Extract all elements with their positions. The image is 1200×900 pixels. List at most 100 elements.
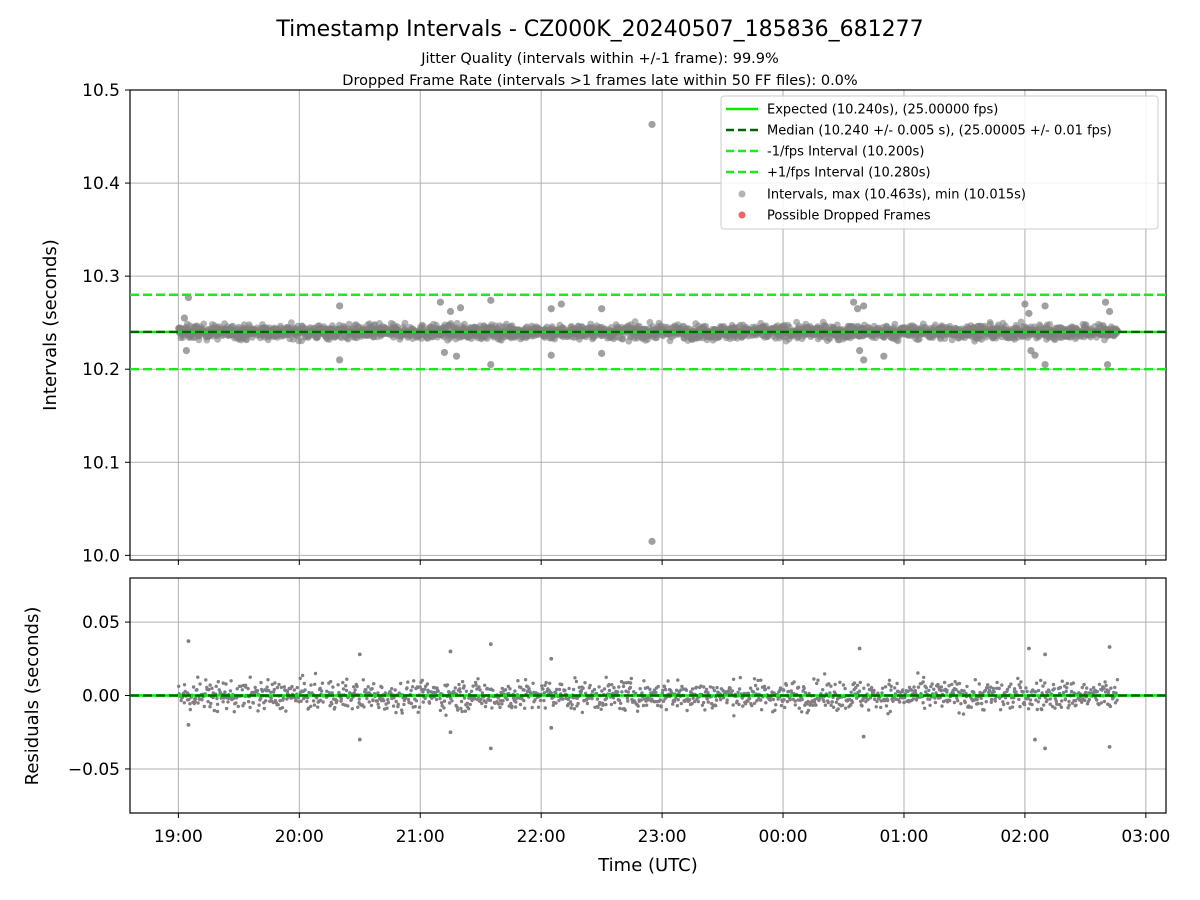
residual-point — [1063, 697, 1068, 701]
residual-point — [916, 671, 920, 675]
residual-point — [472, 697, 477, 701]
residual-point — [679, 701, 683, 706]
residual-point — [1074, 703, 1078, 707]
residual-point — [391, 704, 396, 708]
legend-dropped-label: Possible Dropped Frames — [767, 209, 931, 224]
legend-intervals-label: Intervals, max (10.463s), min (10.015s) — [767, 188, 1026, 203]
residual-point — [266, 678, 270, 682]
residual-point — [335, 699, 339, 703]
residual-point — [785, 699, 790, 704]
residual-outlier-point — [448, 649, 453, 654]
residual-point — [1091, 686, 1096, 690]
residual-point — [423, 696, 427, 701]
residual-point — [703, 708, 707, 712]
residual-point — [246, 699, 251, 704]
residual-point — [298, 676, 302, 681]
residual-point — [548, 681, 552, 685]
residual-point — [1012, 687, 1017, 691]
residual-point — [708, 685, 713, 689]
residual-point — [410, 685, 415, 689]
residual-point — [1035, 707, 1040, 712]
residual-point — [251, 701, 255, 705]
residual-point — [386, 700, 391, 705]
residual-point — [930, 682, 934, 686]
residual-point — [182, 701, 186, 705]
residual-point — [380, 685, 384, 690]
residual-point — [240, 688, 244, 692]
residual-point — [609, 702, 614, 707]
residual-point — [571, 687, 576, 692]
residual-point — [413, 704, 417, 709]
residual-point — [396, 702, 400, 706]
residual-point — [569, 706, 573, 710]
residual-point — [989, 700, 993, 704]
residual-outlier-point — [1043, 652, 1047, 657]
residual-point — [480, 701, 484, 706]
residual-point — [583, 681, 587, 685]
residual-point — [200, 698, 204, 702]
residual-point — [788, 698, 792, 702]
residual-point — [886, 712, 890, 716]
residual-point — [516, 679, 520, 683]
residual-point — [270, 682, 274, 687]
residual-point — [975, 697, 979, 702]
residual-point — [442, 706, 446, 710]
y-tick-label: −0.05 — [68, 760, 120, 780]
residual-point — [712, 688, 717, 693]
residual-point — [255, 689, 260, 693]
interval-outlier-point — [849, 298, 858, 306]
residual-point — [829, 703, 833, 707]
residual-point — [1051, 682, 1056, 687]
residual-point — [924, 690, 928, 694]
residual-point — [939, 685, 944, 689]
residual-point — [601, 703, 605, 707]
residual-point — [567, 686, 571, 691]
y-tick-label: 10.4 — [82, 174, 120, 194]
residual-point — [1052, 687, 1057, 691]
residual-point — [826, 700, 830, 705]
residual-point — [280, 706, 285, 710]
residual-point — [1095, 698, 1099, 702]
residual-point — [862, 686, 866, 690]
residual-point — [1059, 705, 1064, 709]
residual-point — [1050, 704, 1055, 709]
interval-point — [453, 319, 461, 327]
residual-point — [833, 682, 837, 687]
residual-point — [986, 683, 990, 687]
residual-point — [231, 696, 236, 701]
residual-point — [296, 696, 301, 700]
residual-point — [664, 707, 669, 712]
residual-point — [505, 697, 509, 702]
residual-point — [248, 675, 252, 679]
interval-outlier-point — [557, 300, 565, 308]
interval-outlier-point — [452, 352, 461, 360]
residual-point — [1010, 705, 1015, 709]
residual-point — [476, 677, 480, 681]
residual-point — [349, 697, 354, 702]
residual-point — [690, 702, 694, 706]
residual-point — [221, 681, 225, 685]
residual-point — [604, 702, 608, 707]
residual-point — [1115, 678, 1120, 682]
x-tick-label: 01:00 — [879, 827, 928, 847]
residual-point — [318, 686, 322, 690]
y-tick-label: 10.0 — [82, 546, 120, 566]
residual-point — [738, 675, 742, 680]
residual-point — [224, 682, 228, 686]
interval-outlier-point — [854, 305, 862, 313]
residual-point — [1042, 703, 1046, 707]
residual-point — [1089, 688, 1093, 692]
residual-point — [599, 707, 603, 711]
residual-point — [1040, 707, 1044, 712]
residual-point — [843, 686, 847, 691]
residual-point — [771, 697, 776, 702]
residual-point — [1082, 682, 1086, 687]
residual-point — [518, 702, 523, 707]
residual-point — [741, 704, 745, 708]
intervals-reference-lines — [130, 293, 1166, 371]
residual-point — [576, 701, 580, 706]
residual-point — [210, 686, 214, 690]
residual-point — [872, 688, 876, 693]
residual-point — [1113, 685, 1117, 690]
residual-point — [573, 676, 577, 680]
